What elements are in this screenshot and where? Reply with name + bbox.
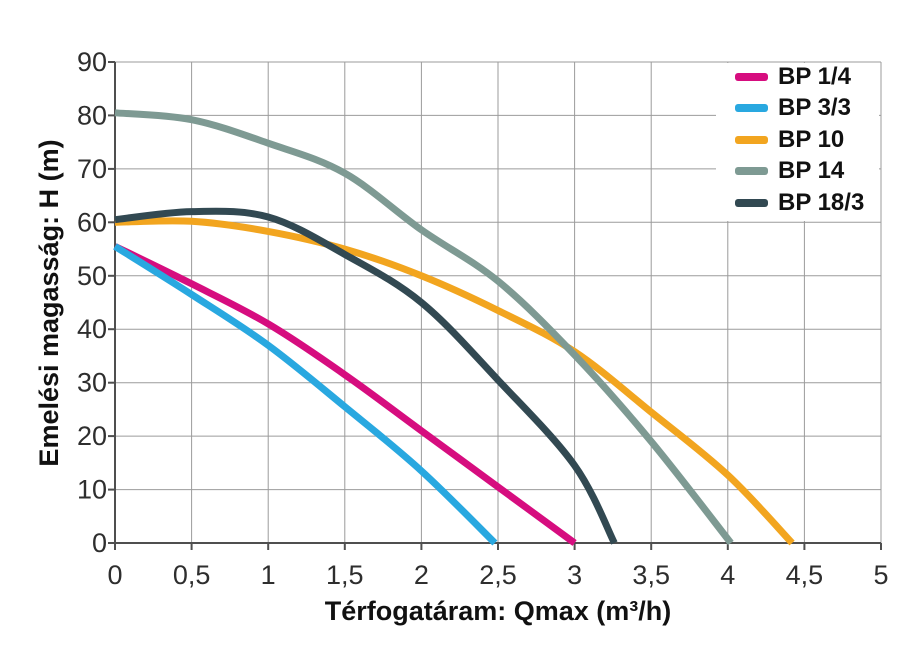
y-tick-label: 0 [92, 528, 107, 558]
x-axis-title: Térfogatáram: Qmax (m³/h) [325, 596, 672, 626]
legend-label: BP 1/4 [778, 62, 851, 90]
y-tick-label: 30 [77, 368, 107, 398]
y-tick-label: 70 [77, 154, 107, 184]
legend-item: BP 1/4 [735, 61, 864, 93]
x-tick-label: 3,5 [632, 560, 670, 590]
x-tick-label: 2,5 [479, 560, 517, 590]
y-tick-label: 20 [77, 421, 107, 451]
legend: BP 1/4 BP 3/3 BP 10 BP 14 BP 18/3 [735, 61, 864, 219]
legend-item: BP 3/3 [735, 93, 864, 125]
legend-label: BP 18/3 [778, 188, 865, 216]
legend-swatch-icon [735, 72, 768, 81]
legend-label: BP 3/3 [778, 94, 851, 122]
curve-bp-18-3 [114, 207, 618, 545]
legend-item: BP 14 [735, 156, 864, 188]
curve-bp-14 [114, 109, 734, 546]
x-tick-label: 1 [261, 560, 276, 590]
legend-label: BP 10 [778, 125, 845, 153]
y-tick-label: 10 [77, 475, 107, 505]
x-tick-label: 2 [414, 560, 429, 590]
legend-swatch-icon [735, 198, 768, 207]
legend-label: BP 14 [778, 157, 845, 185]
y-tick-label: 90 [77, 47, 107, 77]
pump-curves [113, 109, 795, 546]
legend-swatch-icon [735, 167, 768, 176]
y-tick-label: 40 [77, 314, 107, 344]
y-axis-title: Emelési magasság: H (m) [34, 139, 64, 466]
x-tick-label: 0,5 [173, 560, 211, 590]
y-tick-label: 60 [77, 207, 107, 237]
x-tick-label: 4 [720, 560, 735, 590]
legend-swatch-icon [735, 135, 768, 144]
x-tick-label: 1,5 [326, 560, 364, 590]
legend-item: BP 18/3 [735, 187, 864, 219]
curve-bp-3-3 [113, 243, 498, 546]
curve-bp-1-4 [113, 243, 577, 546]
x-tick-label: 0 [107, 560, 122, 590]
curve-bp-10 [114, 217, 795, 546]
y-tick-label: 80 [77, 100, 107, 130]
axes [108, 61, 882, 550]
x-tick-label: 5 [873, 560, 888, 590]
y-tick-label: 50 [77, 261, 107, 291]
x-tick-label: 4,5 [786, 560, 824, 590]
legend-item: BP 10 [735, 124, 864, 156]
legend-swatch-icon [735, 104, 768, 113]
x-tick-label: 3 [567, 560, 582, 590]
